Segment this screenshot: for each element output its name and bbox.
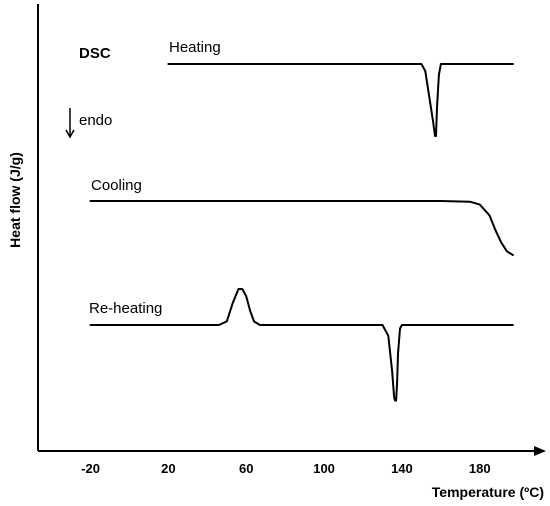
x-tick-label: 180 xyxy=(469,461,491,476)
chart-title: DSC xyxy=(79,45,111,62)
y-axis-title: Heat flow (J/g) xyxy=(7,152,23,248)
x-tick-labels: -20 20 60 100 140 180 xyxy=(81,461,490,476)
x-tick-label: 60 xyxy=(239,461,253,476)
x-tick-label: 20 xyxy=(161,461,175,476)
endo-label: endo xyxy=(79,112,112,129)
series-label-heating: Heating xyxy=(169,39,221,56)
series-lines xyxy=(89,63,514,402)
x-tick-label: 100 xyxy=(313,461,335,476)
x-tick-label: 140 xyxy=(391,461,413,476)
x-axis-title: Temperature (ºC) xyxy=(432,484,544,500)
series-label-cooling: Cooling xyxy=(91,177,142,194)
x-tick-label: -20 xyxy=(81,461,100,476)
series-line-cooling xyxy=(89,200,514,256)
series-label-reheating: Re-heating xyxy=(89,300,162,317)
endo-indicator: endo xyxy=(65,108,112,139)
down-arrowhead-icon xyxy=(65,129,75,139)
series-line-heating xyxy=(167,63,514,137)
series-line-reheating xyxy=(89,288,514,402)
